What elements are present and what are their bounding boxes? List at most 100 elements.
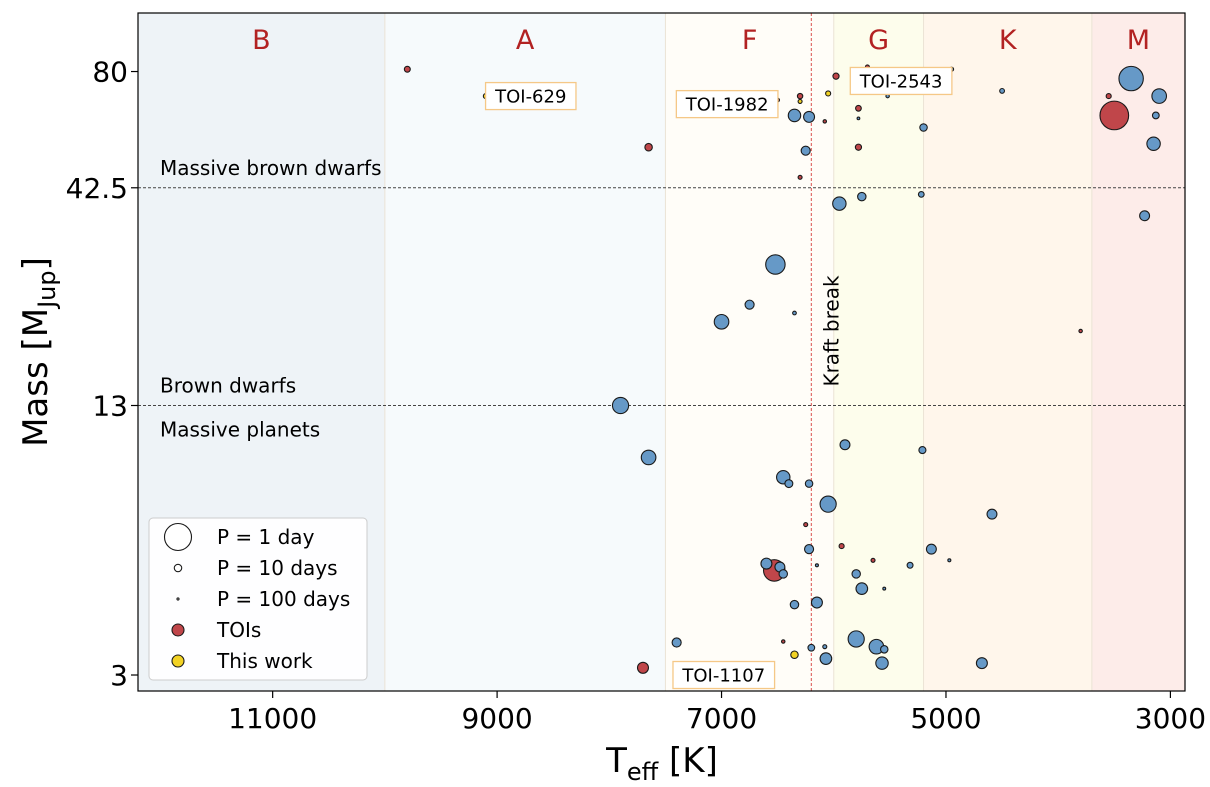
point-known-18 [792, 310, 797, 316]
point-known-28 [986, 508, 998, 520]
x-tick-label-2: 7000 [686, 702, 757, 735]
x-axis-title-unit: [K] [658, 741, 718, 781]
class-label-M: M [1127, 25, 1150, 56]
point-known-42 [671, 637, 682, 648]
point-known-31 [947, 558, 952, 563]
point-known-26 [804, 479, 814, 488]
point-known-30 [803, 544, 815, 555]
point-known-39 [882, 586, 887, 591]
annotation-box-3 [672, 660, 776, 690]
point-known-16 [765, 254, 786, 275]
class-label-A: A [516, 25, 535, 56]
y-axis-title-sub: Jup [33, 270, 61, 310]
point-known-23 [918, 446, 927, 455]
point-known-22 [839, 439, 851, 451]
y-tick-label-2: 42.5 [66, 172, 128, 205]
kraft-break-group: Kraft break [810, 13, 843, 691]
legend: P = 1 day P = 10 days P = 100 days TOIs This… [148, 517, 368, 681]
point-known-11 [857, 191, 867, 202]
annotation-box-2 [849, 66, 953, 96]
point-this-work-3 [790, 650, 799, 659]
point-known-7 [919, 123, 928, 132]
point-tois-10 [644, 142, 653, 152]
y-axis-title-main: Mass [M [16, 308, 56, 447]
y-axis-ticks: 3 13 42.5 80 [66, 56, 138, 692]
point-tois-17 [780, 639, 786, 644]
band-F [665, 13, 834, 691]
legend-marker-2 [176, 597, 180, 601]
annotation-label-0: TOI-629 [494, 87, 566, 108]
point-known-19 [713, 313, 730, 330]
point-known-27 [819, 495, 837, 513]
band-A [384, 13, 666, 691]
kraft-break-label: Kraft break [819, 275, 843, 387]
point-tois-8 [855, 104, 862, 112]
point-tois-2 [1105, 93, 1112, 100]
class-label-G: G [868, 25, 889, 56]
point-known-1 [1151, 88, 1168, 104]
point-known-8 [917, 190, 925, 198]
point-known-14 [803, 110, 816, 123]
point-known-20 [611, 396, 630, 415]
point-this-work-1 [797, 98, 803, 104]
legend-label-3: TOIs [216, 618, 261, 642]
legend-label-2: P = 100 days [217, 587, 350, 611]
point-known-10 [856, 116, 861, 121]
class-label-F: F [742, 25, 758, 56]
annotation-box-0 [484, 81, 577, 111]
point-tois-18 [636, 661, 650, 674]
point-known-47 [879, 645, 889, 654]
mass-line-label-above-1: Brown dwarfs [160, 374, 296, 398]
annotation-label-3: TOI-1107 [681, 666, 765, 687]
point-known-21 [640, 449, 657, 466]
point-known-32 [906, 561, 914, 569]
y-tick-label-1: 13 [92, 390, 128, 423]
legend-marker-3 [171, 623, 185, 637]
point-known-17 [744, 299, 755, 310]
y-axis-title: Mass [MJup] [16, 257, 61, 447]
point-known-48 [819, 652, 833, 665]
point-known-3 [1151, 111, 1160, 120]
point-known-37 [851, 569, 861, 579]
point-known-12 [832, 196, 847, 211]
mass-boundary-lines: Massive brown dwarfs Brown dwarfs Massive … [138, 156, 1185, 442]
annotation-box-1 [675, 89, 779, 119]
band-K [923, 13, 1092, 691]
y-axis-title-end: ] [16, 257, 56, 270]
point-known-50 [975, 657, 988, 670]
point-known-36 [814, 563, 819, 568]
point-known-5 [999, 87, 1006, 94]
plot-frame [137, 12, 1186, 692]
data-points [403, 64, 1168, 674]
legend-marker-4 [171, 654, 185, 668]
point-known-35 [778, 569, 789, 579]
point-tois-5 [796, 92, 804, 100]
annotations: TOI-629 TOI-1982 TOI-2543 TOI-1107 [484, 66, 953, 690]
point-tois-11 [797, 174, 803, 180]
legend-label-1: P = 10 days [217, 556, 338, 580]
point-known-49 [875, 656, 889, 670]
point-known-43 [822, 644, 828, 650]
point-known-45 [847, 630, 865, 648]
point-known-25 [784, 479, 794, 489]
point-tois-0 [403, 65, 411, 73]
x-axis-title: Teff [K] [605, 741, 718, 786]
x-axis-title-main: T [605, 741, 627, 781]
legend-marker-0 [163, 522, 193, 552]
point-known-13 [787, 108, 802, 123]
legend-marker-1 [173, 563, 183, 573]
point-tois-9 [854, 143, 863, 151]
point-tois-7 [822, 119, 828, 124]
legend-frame [148, 517, 368, 681]
y-tick-label-0: 3 [110, 659, 128, 692]
mass-line-label-below-1: Massive planets [160, 418, 320, 442]
x-tick-label-0: 11000 [228, 702, 317, 735]
point-known-33 [760, 557, 773, 570]
point-tois-4 [832, 72, 840, 80]
point-known-15 [800, 145, 811, 156]
point-this-work-2 [825, 90, 832, 97]
x-tick-label-1: 9000 [461, 702, 532, 735]
y-tick-label-3: 80 [92, 56, 128, 89]
legend-label-4: This work [216, 649, 313, 673]
